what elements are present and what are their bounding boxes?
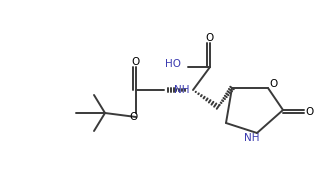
Text: O: O <box>206 33 214 43</box>
Text: HO: HO <box>165 59 181 69</box>
Text: O: O <box>132 57 140 67</box>
Text: O: O <box>269 79 277 89</box>
Text: O: O <box>130 112 138 122</box>
Text: NH: NH <box>244 133 260 143</box>
Text: NH: NH <box>174 85 190 95</box>
Text: O: O <box>305 107 313 117</box>
